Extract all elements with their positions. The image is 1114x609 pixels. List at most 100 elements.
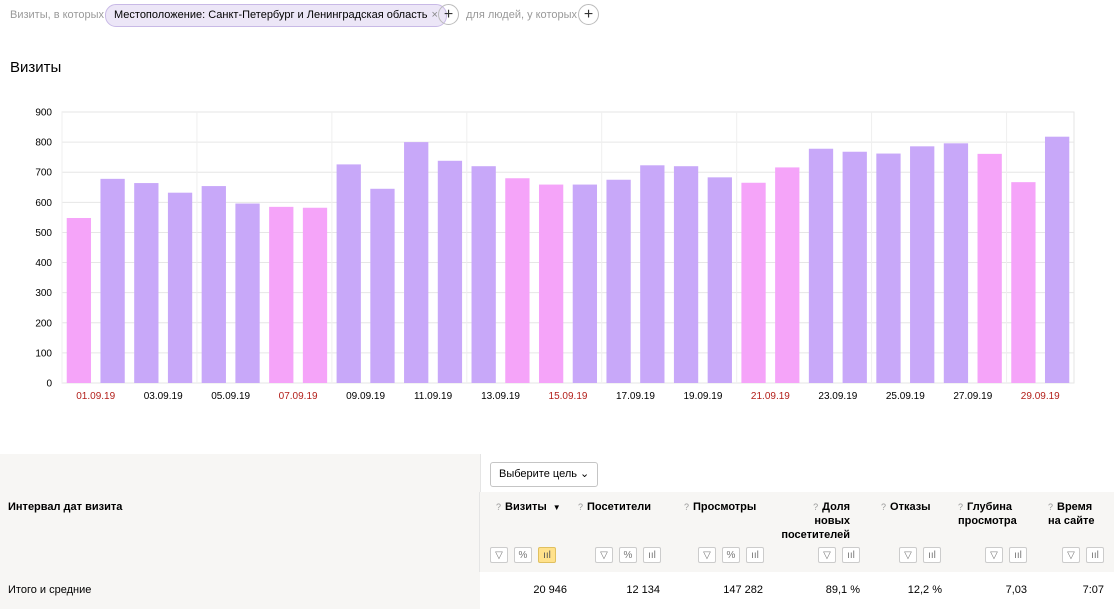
percent-icon[interactable]: % [514, 547, 532, 563]
y-tick-label: 900 [35, 108, 52, 119]
bar-27.09.19 [943, 143, 969, 383]
total-visitors: 12 134 [626, 584, 660, 596]
x-tick-label: 29.09.19 [1021, 391, 1060, 402]
y-tick-label: 400 [35, 258, 52, 269]
y-tick-label: 800 [35, 138, 52, 149]
bar-20.09.19 [707, 177, 732, 383]
bar-22.09.19 [775, 167, 800, 383]
chart-toggle-icon[interactable]: ııl [1009, 547, 1027, 563]
column-header-page-depth[interactable]: ? Глубина просмотра [958, 501, 1017, 527]
chart-toggle-icon[interactable]: ııl [643, 547, 661, 563]
info-icon: ? [684, 502, 690, 512]
bar-23.09.19 [808, 148, 834, 383]
chart-toggle-icon[interactable]: ııl [923, 547, 941, 563]
chart-toggle-icon[interactable]: ııl [746, 547, 764, 563]
x-tick-label: 05.09.19 [211, 391, 250, 402]
total-time-on-site: 7:07 [1082, 584, 1104, 596]
bar-11.09.19 [404, 142, 429, 383]
totals-label: Итого и средние [8, 584, 92, 596]
column-header-visits[interactable]: ? Визиты ▼ [496, 501, 561, 513]
select-goal-button[interactable]: Выберите цель ⌄ [490, 462, 599, 487]
filter-middle-text: для людей, у которых [466, 9, 577, 21]
y-tick-label: 300 [35, 288, 52, 299]
bar-12.09.19 [437, 160, 463, 383]
x-tick-label: 11.09.19 [414, 391, 453, 402]
total-bounce-rate: 12,2 % [907, 584, 942, 596]
y-tick-label: 600 [35, 198, 52, 209]
column-header-bounce-rate[interactable]: ? Отказы [881, 501, 931, 513]
info-icon: ? [958, 502, 964, 512]
filter-icon[interactable]: ▽ [818, 547, 836, 563]
bar-15.09.19 [538, 184, 564, 383]
plot-area [61, 111, 1075, 384]
x-tick-label: 07.09.19 [279, 391, 318, 402]
percent-icon[interactable]: % [619, 547, 637, 563]
bar-29.09.19 [1011, 182, 1036, 383]
bar-24.09.19 [842, 151, 867, 383]
y-tick-label: 100 [35, 348, 52, 359]
x-tick-label: 25.09.19 [886, 391, 925, 402]
filter-icon[interactable]: ▽ [698, 547, 716, 563]
y-tick-label: 700 [35, 168, 52, 179]
column-header-time-on-site[interactable]: ? Время на сайте [1048, 501, 1095, 527]
add-visit-condition-button[interactable]: + [438, 4, 459, 25]
bar-18.09.19 [640, 165, 665, 383]
bar-30.09.19 [1044, 136, 1070, 383]
visits-bar-chart: 0 100 200 300 400 500 600 700 800 900 01.09.19 03.0… [35, 108, 1075, 402]
info-icon: ? [813, 502, 819, 512]
segment-filter-bar: Визиты, в которых Местоположение: Санкт-… [0, 3, 1114, 27]
bar-26.09.19 [910, 146, 935, 383]
chart-toggle-icon[interactable]: ııl [538, 547, 556, 563]
total-page-depth: 7,03 [1005, 584, 1027, 596]
location-filter-chip[interactable]: Местоположение: Санкт-Петербург и Ленинг… [105, 4, 447, 27]
bar-21.09.19 [741, 182, 766, 383]
x-tick-label: 09.09.19 [346, 391, 385, 402]
filter-icon[interactable]: ▽ [985, 547, 1003, 563]
total-pageviews: 147 282 [723, 584, 763, 596]
bar-13.09.19 [471, 166, 496, 383]
bar-19.09.19 [673, 166, 699, 383]
chip-label: Местоположение: Санкт-Петербург и Ленинг… [114, 9, 428, 21]
bar-06.09.19 [235, 203, 260, 383]
filter-icon[interactable]: ▽ [595, 547, 613, 563]
filter-icon[interactable]: ▽ [1062, 547, 1080, 563]
x-tick-label: 19.09.19 [683, 391, 722, 402]
bar-10.09.19 [370, 188, 395, 383]
bar-17.09.19 [606, 179, 631, 383]
column-header-visitors[interactable]: ? Посетители [578, 501, 651, 513]
chart-toggle-icon[interactable]: ııl [1086, 547, 1104, 563]
y-tick-label: 500 [35, 228, 52, 239]
x-tick-label: 17.09.19 [616, 391, 655, 402]
column-header-pageviews[interactable]: ? Просмотры [684, 501, 757, 513]
x-tick-label: 21.09.19 [751, 391, 790, 402]
bar-08.09.19 [302, 207, 328, 383]
chevron-down-icon: ⌄ [580, 468, 590, 480]
bar-03.09.19 [134, 183, 159, 383]
x-tick-label: 23.09.19 [818, 391, 857, 402]
x-tick-label: 13.09.19 [481, 391, 520, 402]
total-new-visitors-share: 89,1 % [825, 584, 860, 596]
x-tick-label: 01.09.19 [76, 391, 115, 402]
filter-icon[interactable]: ▽ [899, 547, 917, 563]
info-icon: ? [1048, 502, 1054, 512]
bar-16.09.19 [572, 184, 598, 383]
bar-05.09.19 [201, 186, 226, 383]
percent-icon[interactable]: % [722, 547, 740, 563]
info-icon: ? [881, 502, 887, 512]
info-icon: ? [496, 502, 502, 512]
add-user-condition-button[interactable]: + [578, 4, 599, 25]
chart-toggle-icon[interactable]: ııl [842, 547, 860, 563]
bar-04.09.19 [167, 192, 193, 383]
bar-28.09.19 [977, 153, 1002, 383]
y-tick-label: 0 [46, 379, 52, 390]
x-tick-label: 15.09.19 [549, 391, 588, 402]
close-icon[interactable]: × [431, 9, 438, 21]
dimension-header[interactable]: Интервал дат визита [8, 501, 123, 513]
total-visits: 20 946 [533, 584, 567, 596]
column-header-new-visitors-share[interactable]: ? Доля новых посетителей [781, 501, 850, 541]
bar-07.09.19 [269, 206, 294, 383]
bar-14.09.19 [505, 178, 530, 383]
filter-icon[interactable]: ▽ [490, 547, 508, 563]
report-table: Выберите цель ⌄ Интервал дат визита ? Виз… [0, 454, 1114, 609]
filter-prefix-text: Визиты, в которых [10, 9, 104, 21]
